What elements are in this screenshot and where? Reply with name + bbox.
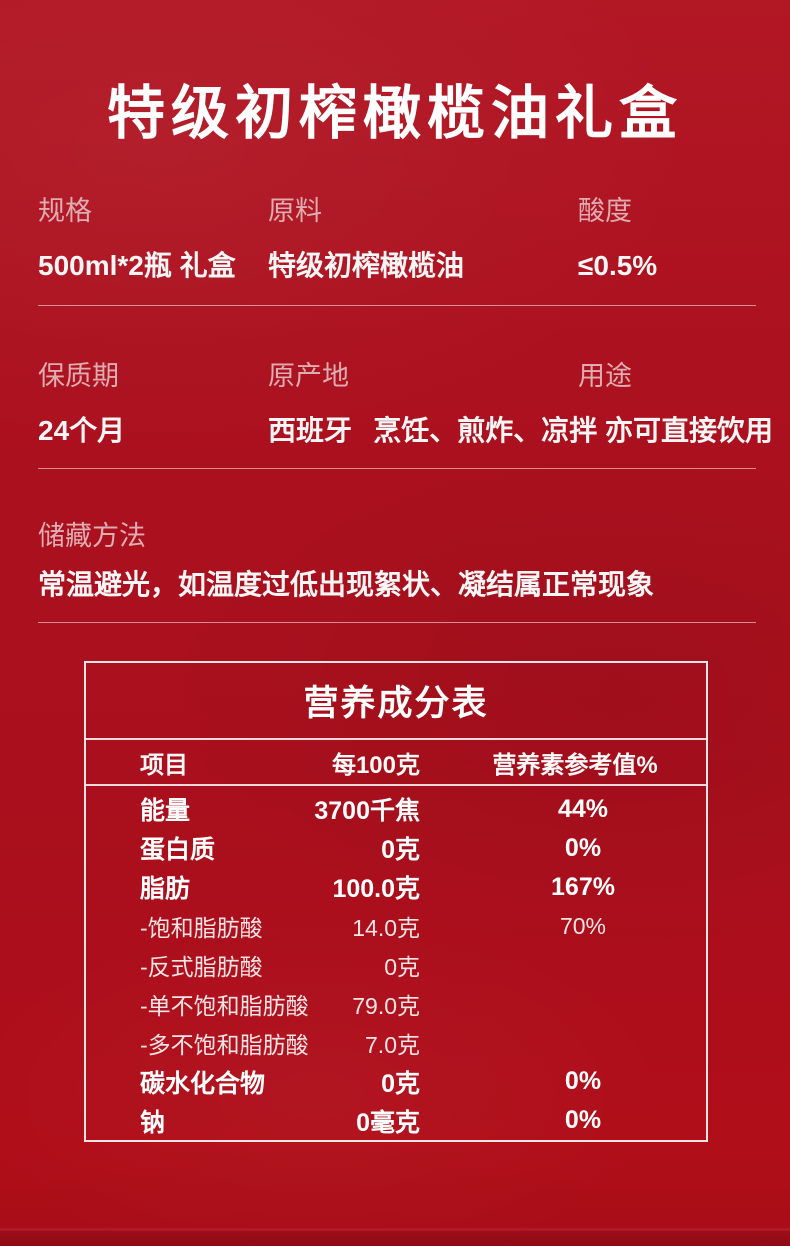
nutrient-nrv: 0%	[564, 1106, 602, 1135]
nutrient-amount: 0克	[381, 1069, 420, 1098]
storage-method-value: 常温避光，如温度过低出现絮状、凝结属正常现象	[38, 569, 655, 600]
nutrition-table-body: 能量 3700千焦 44% 蛋白质 0克 0% 脂肪 100.0克 167% -…	[86, 786, 706, 1140]
nutrient-name: 脂肪	[140, 875, 191, 904]
section-divider	[38, 468, 756, 469]
spec-value-acidity: ≤0.5%	[578, 250, 658, 281]
section-divider	[38, 622, 756, 623]
nutrition-table-title: 营养成分表	[86, 663, 706, 740]
nutrient-nrv: 70%	[559, 912, 607, 939]
spec-label-acidity: 酸度	[578, 196, 632, 226]
nutrient-amount: 14.0克	[352, 915, 420, 942]
table-row: 碳水化合物 0克 0%	[86, 1062, 706, 1101]
table-row: -饱和脂肪酸 14.0克 70%	[86, 907, 706, 946]
nutrient-amount: 100.0克	[332, 875, 420, 904]
table-row: -多不饱和脂肪酸 7.0克	[86, 1023, 706, 1062]
nutrient-amount: 0克	[381, 836, 420, 865]
floor-highlight-line	[0, 1228, 790, 1231]
section-divider	[38, 305, 756, 306]
nutrient-name: 蛋白质	[140, 836, 216, 865]
nutrient-name: -反式脂肪酸	[140, 954, 263, 980]
spec-label-size: 规格	[38, 196, 92, 226]
table-row: 能量 3700千焦 44%	[86, 790, 706, 829]
nutrient-nrv: 0%	[564, 833, 602, 862]
floor-shadow	[0, 1231, 790, 1246]
nutrient-amount: 0克	[384, 954, 420, 980]
nutrient-name: 能量	[140, 797, 191, 826]
nutrient-name: -多不饱和脂肪酸	[140, 1031, 309, 1058]
nutrient-amount: 79.0克	[352, 992, 420, 1019]
table-row: 脂肪 100.0克 167%	[86, 868, 706, 907]
spec-label-shelf-life: 保质期	[38, 361, 119, 391]
spec-value-size: 500ml*2瓶 礼盒	[38, 250, 236, 281]
nutrient-amount: 0毫克	[356, 1108, 420, 1137]
header-nrv: 营养素参考值%	[492, 751, 658, 779]
spec-label-ingredient: 原料	[268, 196, 322, 226]
table-row: 钠 0毫克 0%	[86, 1101, 706, 1140]
nutrition-table: 营养成分表 项目 每100克 营养素参考值% 能量 3700千焦 44% 蛋白质…	[84, 661, 708, 1142]
nutrient-name: -单不饱和脂肪酸	[140, 992, 309, 1019]
spec-value-ingredient: 特级初榨橄榄油	[268, 250, 465, 281]
spec-value-shelf-life: 24个月	[38, 415, 126, 446]
storage-method-label: 储藏方法	[38, 521, 146, 551]
table-row: -反式脂肪酸 0克	[86, 946, 706, 985]
nutrient-amount: 7.0克	[365, 1031, 420, 1058]
nutrient-name: 碳水化合物	[140, 1069, 266, 1098]
table-row: -单不饱和脂肪酸 79.0克	[86, 984, 706, 1023]
table-row: 蛋白质 0克 0%	[86, 829, 706, 868]
spec-label-origin: 原产地	[268, 361, 349, 391]
nutrition-table-header: 项目 每100克 营养素参考值%	[86, 740, 706, 786]
nutrient-name: -饱和脂肪酸	[140, 915, 263, 942]
nutrient-nrv: 44%	[557, 794, 609, 823]
nutrient-nrv: 0%	[564, 1067, 602, 1096]
nutrient-nrv: 167%	[551, 872, 615, 901]
spec-label-usage: 用途	[578, 361, 632, 391]
nutrient-amount: 3700千焦	[314, 797, 420, 826]
page-title: 特级初榨橄榄油礼盒	[106, 81, 683, 146]
header-per100g: 每100克	[331, 751, 420, 779]
nutrient-name: 钠	[140, 1108, 166, 1137]
header-item: 项目	[140, 751, 188, 779]
spec-value-usage: 烹饪、煎炸、凉拌 亦可直接饮用	[373, 415, 773, 446]
spec-value-origin: 西班牙	[268, 415, 353, 446]
